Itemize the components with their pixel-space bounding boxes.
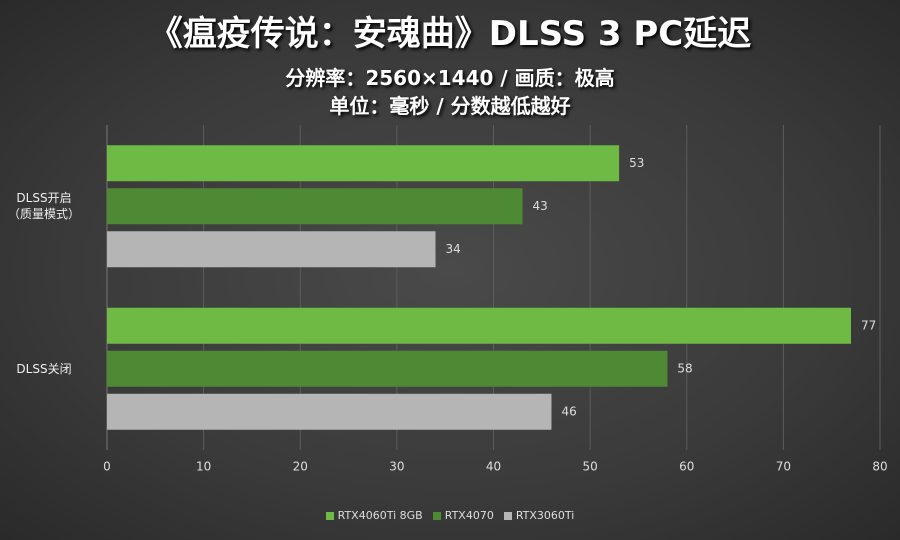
bar (107, 231, 436, 268)
value-label: 58 (677, 361, 692, 375)
legend-item: RTX4060Ti 8GB (325, 509, 423, 522)
x-tick-label: 0 (103, 460, 111, 474)
chart-title: 《瘟疫传说：安魂曲》DLSS 3 PC延迟 (148, 14, 752, 54)
x-tick-label: 80 (872, 460, 887, 474)
bar (107, 188, 523, 225)
value-label: 77 (861, 318, 876, 332)
x-tick-label: 70 (776, 460, 791, 474)
x-tick-label: 60 (679, 460, 694, 474)
legend-label: RTX4070 (444, 509, 494, 522)
x-tick-label: 50 (582, 460, 597, 474)
legend-label: RTX4060Ti 8GB (337, 509, 423, 522)
legend-item: RTX4070 (432, 509, 494, 522)
legend-swatch (325, 511, 334, 520)
x-tick-label: 10 (196, 460, 211, 474)
bar (107, 307, 852, 344)
legend-swatch (503, 511, 512, 520)
x-tick-label: 40 (486, 460, 501, 474)
bar (107, 393, 552, 430)
bar (107, 350, 668, 387)
x-tick-label: 20 (293, 460, 308, 474)
legend-item: RTX3060Ti (503, 509, 575, 522)
y-tick-label: DLSS开启 （质量模式） (7, 191, 80, 222)
value-label: 43 (532, 199, 547, 213)
legend-swatch (432, 511, 441, 520)
value-label: 53 (629, 156, 644, 170)
chart-note: 单位：毫秒 / 分数越低越好 (329, 94, 571, 118)
value-label: 34 (446, 242, 461, 256)
x-tick-label: 30 (389, 460, 404, 474)
value-label: 46 (561, 404, 576, 418)
legend-label: RTX3060Ti (515, 509, 575, 522)
y-tick-label: DLSS关闭 (16, 361, 72, 376)
chart-subtitle: 分辨率：2560×1440 / 画质：极高 (285, 66, 615, 90)
bar (107, 145, 620, 182)
legend: RTX4060Ti 8GB RTX4070 RTX3060Ti (0, 509, 900, 522)
